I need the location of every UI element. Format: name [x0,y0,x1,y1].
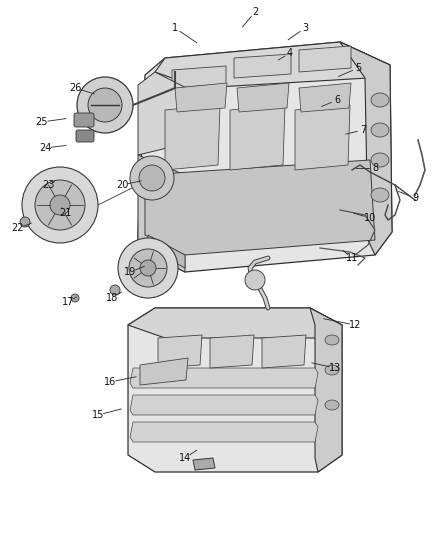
Ellipse shape [325,335,339,345]
Text: 9: 9 [412,193,418,203]
Polygon shape [148,235,185,268]
Polygon shape [172,66,226,88]
Text: 16: 16 [104,377,116,387]
Polygon shape [130,422,318,442]
Polygon shape [299,46,351,72]
Circle shape [20,217,30,227]
Text: 7: 7 [360,125,366,135]
Circle shape [71,294,79,302]
Polygon shape [145,160,375,255]
Polygon shape [138,155,185,272]
Circle shape [77,77,133,133]
Circle shape [22,167,98,243]
Polygon shape [193,458,215,470]
FancyBboxPatch shape [76,130,94,142]
Text: 5: 5 [355,63,361,73]
Text: 14: 14 [179,453,191,463]
Text: 25: 25 [36,117,48,127]
Text: 13: 13 [329,363,341,373]
Polygon shape [310,308,342,472]
Text: 24: 24 [39,143,51,153]
Circle shape [110,285,120,295]
Polygon shape [140,358,188,385]
Polygon shape [295,105,350,170]
Polygon shape [138,72,200,155]
Text: 26: 26 [69,83,81,93]
Polygon shape [130,395,318,415]
Text: 12: 12 [349,320,361,330]
Text: 6: 6 [334,95,340,105]
Polygon shape [237,83,289,112]
Polygon shape [262,335,306,368]
Polygon shape [210,335,254,368]
Circle shape [88,88,122,122]
Text: 15: 15 [92,410,104,420]
Text: 10: 10 [364,213,376,223]
Circle shape [245,270,265,290]
Text: 22: 22 [12,223,24,233]
Text: 19: 19 [124,267,136,277]
Ellipse shape [325,400,339,410]
Ellipse shape [371,123,389,137]
Circle shape [140,260,156,276]
Text: 21: 21 [59,208,71,218]
Circle shape [130,156,174,200]
Circle shape [35,180,85,230]
Ellipse shape [371,93,389,107]
Polygon shape [230,105,285,170]
Polygon shape [175,83,227,112]
Text: 2: 2 [252,7,258,17]
Polygon shape [128,308,342,472]
Polygon shape [138,42,392,272]
Text: 4: 4 [287,48,293,58]
Text: 18: 18 [106,293,118,303]
Text: 17: 17 [62,297,74,307]
Polygon shape [128,308,342,338]
Polygon shape [234,54,291,78]
Text: 23: 23 [42,180,54,190]
Text: 8: 8 [372,163,378,173]
Circle shape [139,165,165,191]
Text: 20: 20 [116,180,128,190]
Ellipse shape [371,188,389,202]
Ellipse shape [371,153,389,167]
Circle shape [118,238,178,298]
Text: 1: 1 [172,23,178,33]
Circle shape [50,195,70,215]
Text: 11: 11 [346,253,358,263]
FancyBboxPatch shape [74,113,94,127]
Circle shape [129,249,167,287]
Polygon shape [130,368,318,388]
Text: 3: 3 [302,23,308,33]
Polygon shape [299,83,351,112]
Polygon shape [158,335,202,368]
Polygon shape [165,105,220,170]
Ellipse shape [325,365,339,375]
Polygon shape [155,42,390,88]
Polygon shape [340,42,392,255]
